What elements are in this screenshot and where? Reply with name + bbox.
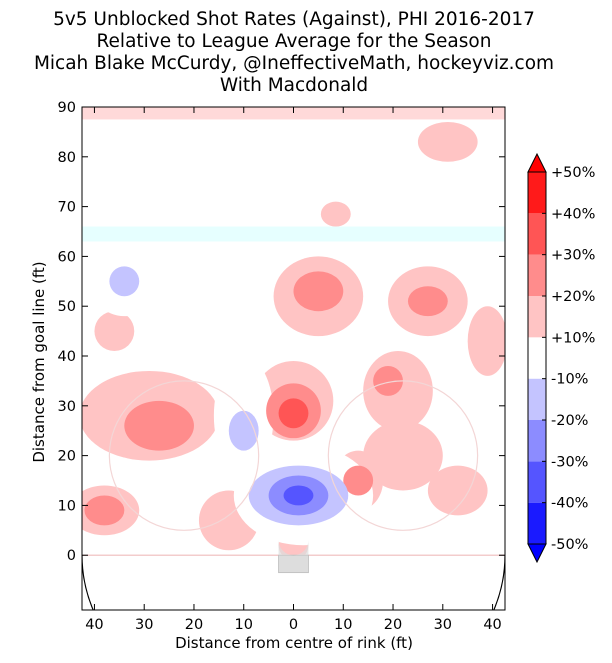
colorbar-band <box>528 213 546 255</box>
y-axis: 0 10 20 30 40 50 60 70 80 90 <box>58 100 505 564</box>
goal-net <box>278 554 309 574</box>
x-axis: 40 30 20 10 0 10 20 30 40 <box>85 107 502 633</box>
colorbar-band <box>528 378 546 420</box>
title-line-4: With Macdonald <box>220 75 368 96</box>
heat-region-17 <box>343 465 374 496</box>
centre-line-band <box>82 107 505 120</box>
y-tick-label: 10 <box>58 498 76 514</box>
colorbar-label: +10% <box>551 330 595 346</box>
y-tick-label: 60 <box>58 249 76 265</box>
heat-region-7 <box>467 306 505 376</box>
colorbar-frame <box>527 171 547 545</box>
title-line-3: Micah Blake McCurdy, @IneffectiveMath, h… <box>34 53 554 74</box>
heat-region-24 <box>109 266 140 297</box>
colorbar-label: -50% <box>551 537 588 553</box>
heat-region-15 <box>363 420 443 491</box>
plot-area: 40 30 20 10 0 10 20 30 40 0 10 20 30 40 50 60 70 80 90 <box>58 100 506 633</box>
colorbar-extend-high <box>527 152 547 173</box>
heat-region-26 <box>228 410 259 451</box>
x-tick-label: 30 <box>434 617 452 633</box>
heatmap-layer <box>82 121 505 561</box>
blue-line-band <box>82 226 505 242</box>
heat-region-9 <box>124 400 194 451</box>
y-tick-label: 90 <box>58 100 76 116</box>
colorbar-band <box>528 172 546 214</box>
x-tick-label: 40 <box>483 617 501 633</box>
y-tick-label: 80 <box>58 150 76 166</box>
heat-region-20 <box>84 495 125 526</box>
colorbar-band <box>528 461 546 503</box>
colorbar-label: -20% <box>551 413 588 429</box>
colorbar-label: +20% <box>551 289 595 305</box>
y-tick-label: 30 <box>58 399 76 415</box>
x-tick-label: 40 <box>85 617 103 633</box>
colorbar-band <box>528 296 546 338</box>
faceoff-circle-1 <box>327 380 479 531</box>
heat-region-30 <box>283 485 314 506</box>
heat-region-0 <box>417 121 478 162</box>
heat-region-2 <box>94 311 135 352</box>
title-line-1: 5v5 Unblocked Shot Rates (Against), PHI … <box>53 9 535 30</box>
y-tick-label: 40 <box>58 349 76 365</box>
x-tick-label: 20 <box>185 617 203 633</box>
heat-region-1 <box>320 201 351 227</box>
title-line-2: Relative to League Average for the Seaso… <box>97 31 492 52</box>
colorbar-label: -10% <box>551 372 588 388</box>
y-tick-label: 0 <box>67 548 76 564</box>
colorbar-label: -40% <box>551 496 588 512</box>
colorbar-band <box>528 502 546 544</box>
heat-region-14 <box>373 365 403 396</box>
chart-title: 5v5 Unblocked Shot Rates (Against), PHI … <box>34 9 554 96</box>
goal-crease <box>278 540 309 556</box>
rink-markings <box>82 107 505 610</box>
heat-region-4 <box>293 271 344 312</box>
colorbar-label: +50% <box>551 165 595 181</box>
y-tick-label: 70 <box>58 200 76 216</box>
x-axis-label: Distance from centre of rink (ft) <box>175 634 413 652</box>
colorbar-band <box>528 337 546 379</box>
x-tick-label: 10 <box>235 617 253 633</box>
heat-region-12 <box>278 398 309 429</box>
x-tick-label: 0 <box>289 617 298 633</box>
heat-region-18 <box>427 465 488 516</box>
colorbar-label: +40% <box>551 206 595 222</box>
colorbar-label: +30% <box>551 248 595 264</box>
x-tick-label: 10 <box>334 617 352 633</box>
x-tick-label: 30 <box>135 617 153 633</box>
y-tick-label: 20 <box>58 449 76 465</box>
colorbar-extend-low <box>527 543 547 564</box>
colorbar-band <box>528 420 546 462</box>
faceoff-circle-0 <box>108 380 260 531</box>
heat-region-6 <box>407 286 448 317</box>
y-axis-label: Distance from goal line (ft) <box>30 261 48 462</box>
x-tick-label: 20 <box>384 617 402 633</box>
colorbar-band <box>528 254 546 296</box>
colorbar-label: -30% <box>551 454 588 470</box>
colorbar: -50% -40% -30% -20% -10% +10% +20% +30% +40% +50% <box>527 152 595 564</box>
y-tick-label: 50 <box>58 299 76 315</box>
